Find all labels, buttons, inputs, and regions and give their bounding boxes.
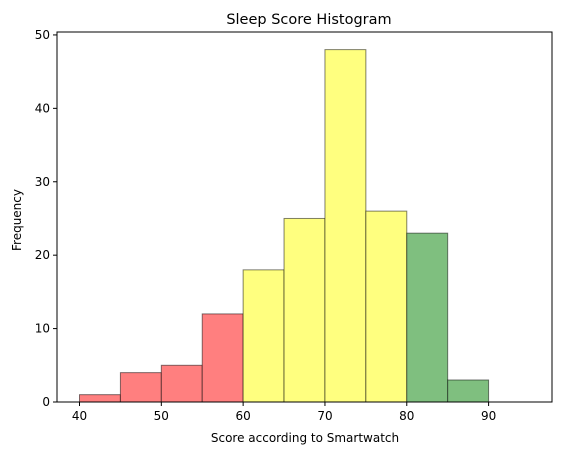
x-tick-label: 70	[317, 409, 332, 423]
y-tick-label: 40	[35, 101, 50, 115]
histogram-bar	[365, 210, 408, 403]
x-tick-label: 50	[154, 409, 169, 423]
histogram-bar	[324, 49, 367, 403]
y-tick-label: 10	[35, 322, 50, 336]
histogram-bar	[447, 379, 490, 403]
y-tick-label: 30	[35, 175, 50, 189]
histogram-bar	[160, 364, 203, 403]
x-tick-label: 90	[481, 409, 496, 423]
histogram-bar	[201, 313, 244, 403]
y-tick-label: 0	[42, 395, 50, 409]
y-axis-label: Frequency	[10, 189, 24, 251]
histogram-bar	[406, 232, 449, 403]
y-tick-label: 50	[35, 28, 50, 42]
histogram-bar	[283, 217, 326, 403]
x-axis-label: Score according to Smartwatch	[211, 431, 399, 445]
x-axis-ticks: 40 50 60 70 80 90	[72, 402, 496, 423]
x-tick-label: 60	[235, 409, 250, 423]
x-tick-label: 80	[399, 409, 414, 423]
y-axis-ticks: 0 10 20 30 40 50	[35, 28, 57, 409]
histogram-bar	[79, 394, 121, 403]
bars-group	[79, 49, 490, 403]
plot-frame	[56, 31, 553, 403]
y-tick-label: 20	[35, 248, 50, 262]
x-tick-label: 40	[72, 409, 87, 423]
histogram-bar	[242, 269, 285, 403]
chart-title: Sleep Score Histogram	[226, 12, 391, 28]
histogram-bar	[119, 372, 162, 403]
